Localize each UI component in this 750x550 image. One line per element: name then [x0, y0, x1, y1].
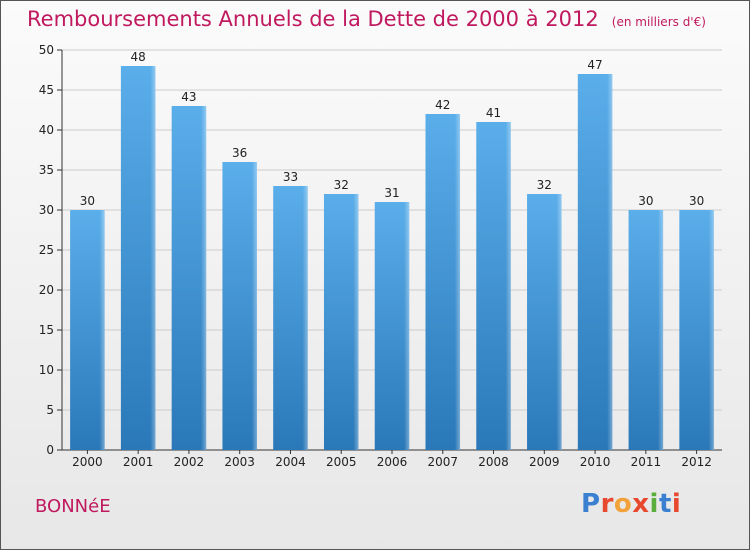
x-tick-label: 2006 [377, 455, 408, 469]
x-tick-label: 2011 [631, 455, 662, 469]
commune-name: BONNéE [35, 496, 111, 517]
value-label: 43 [181, 90, 196, 104]
x-tick-label: 2005 [326, 455, 357, 469]
value-label: 36 [232, 146, 247, 160]
value-label: 30 [638, 194, 653, 208]
value-label: 30 [80, 194, 95, 208]
y-tick-label: 35 [39, 163, 54, 177]
chart-unit: (en milliers d'€) [611, 15, 706, 29]
bar-layer [70, 66, 714, 450]
bar-highlight [527, 194, 562, 450]
x-tick-label: 2012 [681, 455, 712, 469]
x-tick-label: 2007 [427, 455, 458, 469]
logo-letter: r [600, 489, 614, 519]
y-tick-label: 40 [39, 123, 54, 137]
y-tick-label: 5 [46, 403, 54, 417]
logo-letter: x [632, 489, 650, 519]
y-tick-label: 15 [39, 323, 54, 337]
x-tick-label: 2003 [224, 455, 255, 469]
logo-letter: i [671, 489, 682, 519]
y-tick-label: 30 [39, 203, 54, 217]
chart-title: Remboursements Annuels de la Dette de 20… [27, 7, 599, 31]
x-tick-label: 2009 [529, 455, 560, 469]
bar-highlight [70, 210, 105, 450]
bar-highlight [628, 210, 664, 450]
value-label: 47 [587, 58, 602, 72]
bar-highlight [120, 66, 156, 450]
x-tick-label: 2001 [123, 455, 154, 469]
x-tick-label: 2002 [174, 455, 205, 469]
bar-highlight [273, 186, 308, 450]
x-tick-label: 2004 [275, 455, 306, 469]
value-label: 31 [384, 186, 399, 200]
bar-highlight [171, 106, 207, 450]
bar-highlight [425, 114, 461, 450]
value-label: 30 [689, 194, 704, 208]
value-label: 32 [537, 178, 552, 192]
logo-letter: t [658, 489, 672, 519]
logo-letter: i [649, 489, 659, 519]
value-label: 32 [334, 178, 349, 192]
x-tick-label: 2000 [72, 455, 103, 469]
x-tick-label: 2008 [478, 455, 509, 469]
title-row: Remboursements Annuels de la Dette de 20… [27, 7, 706, 31]
bar-highlight [577, 74, 613, 450]
x-tick-label: 2010 [580, 455, 611, 469]
bar-highlight [323, 194, 359, 450]
bar-highlight [679, 210, 714, 450]
logo-letter: P [581, 489, 601, 519]
proxiti-logo[interactable]: Proxiti [581, 489, 681, 519]
y-tick-label: 50 [39, 43, 54, 57]
y-tick-label: 20 [39, 283, 54, 297]
label-layer: 30 2000 48 2001 43 2002 36 2003 33 2004 32 2005 31 20… [72, 50, 712, 469]
y-tick-label: 0 [46, 443, 54, 457]
value-label: 48 [131, 50, 146, 64]
y-tick-label: 25 [39, 243, 54, 257]
value-label: 33 [283, 170, 298, 184]
y-tick-label: 10 [39, 363, 54, 377]
value-label: 42 [435, 98, 450, 112]
bar-highlight [222, 162, 257, 450]
value-label: 41 [486, 106, 501, 120]
bar-highlight [476, 122, 511, 450]
logo-letter: o [613, 489, 633, 519]
bar-highlight [374, 202, 410, 450]
y-tick-label: 45 [39, 83, 54, 97]
